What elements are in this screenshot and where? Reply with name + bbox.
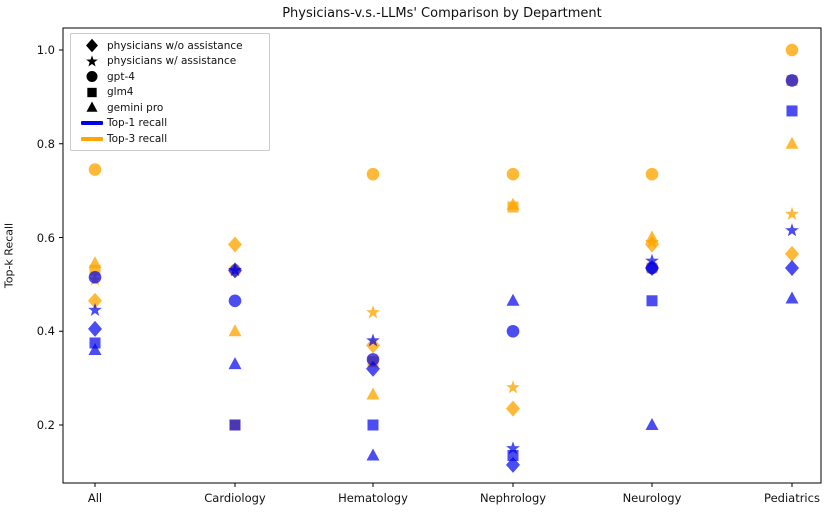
data-point <box>88 271 102 284</box>
legend-box: physicians w/o assistance physicians w/ a… <box>70 33 270 151</box>
x-tick-label: Pediatrics <box>764 491 820 505</box>
legend-label: gpt-4 <box>107 70 135 83</box>
series-triangle-top3 <box>88 136 799 400</box>
data-point <box>785 136 799 149</box>
data-point <box>228 236 242 253</box>
diamond-icon <box>86 38 98 53</box>
series-triangle-top1 <box>88 291 799 461</box>
legend-label: gemini pro <box>107 101 164 114</box>
legend-glyph <box>77 69 107 84</box>
data-point <box>506 293 520 306</box>
legend-label: Top-3 recall <box>107 132 168 145</box>
data-point <box>366 387 380 400</box>
data-point <box>785 259 799 276</box>
legend-label: physicians w/ assistance <box>107 55 237 68</box>
data-point <box>366 353 380 366</box>
legend-glyph <box>77 38 107 53</box>
y-tick-label: 0.8 <box>36 136 55 151</box>
chart-title: Physicians-v.s.-LLMs' Comparison by Depa… <box>282 6 602 21</box>
data-point <box>228 294 242 308</box>
x-tick-label: All <box>87 491 103 505</box>
circle-icon <box>86 71 98 83</box>
data-point <box>785 206 799 220</box>
series-star-top3 <box>88 206 799 394</box>
data-point <box>786 105 798 117</box>
data-point <box>88 256 102 269</box>
legend-glyph <box>77 54 107 69</box>
series-circle-top1 <box>88 74 799 366</box>
legend-item-top1-line: Top-1 recall <box>77 116 263 132</box>
data-point <box>367 419 379 431</box>
data-point <box>506 400 520 417</box>
legend-glyph <box>77 100 107 115</box>
data-point <box>366 448 380 461</box>
star-icon <box>86 55 98 67</box>
y-tick-label: 0.2 <box>36 418 55 432</box>
legend-item-diamond: physicians w/o assistance <box>77 38 263 54</box>
data-point <box>228 324 242 337</box>
data-point <box>507 449 519 461</box>
data-point <box>785 291 799 304</box>
series-star-top1 <box>88 223 799 455</box>
legend-glyph <box>77 136 107 141</box>
series-square-top1 <box>89 105 798 461</box>
data-point <box>366 360 380 377</box>
legend-item-top3-line: Top-3 recall <box>77 131 263 147</box>
data-point <box>506 441 520 455</box>
data-point <box>88 343 102 355</box>
legend-item-star: physicians w/ assistance <box>77 54 263 70</box>
legend-label: Top-1 recall <box>107 117 168 130</box>
x-tick-label: Neurology <box>622 491 682 505</box>
data-point <box>89 337 101 349</box>
data-point <box>785 43 799 57</box>
data-point <box>229 419 241 431</box>
top3-line-icon <box>81 136 103 141</box>
legend-label: glm4 <box>107 86 134 99</box>
data-point <box>88 320 102 337</box>
data-point <box>88 292 102 309</box>
data-point <box>785 245 799 262</box>
square-icon <box>87 87 97 97</box>
triangle-icon <box>86 101 98 112</box>
data-point <box>366 337 380 354</box>
data-point <box>366 305 380 319</box>
data-point <box>645 418 659 430</box>
data-point <box>645 230 659 243</box>
legend-label: physicians w/o assistance <box>107 39 243 52</box>
series-diamond-top3 <box>88 236 799 417</box>
data-point <box>228 263 242 277</box>
y-tick-label: 0.6 <box>36 230 55 245</box>
data-point <box>646 295 658 307</box>
y-tick-label: 1.0 <box>36 43 55 57</box>
y-tick-label: 0.4 <box>36 324 55 339</box>
data-point <box>645 253 659 267</box>
legend-glyph <box>77 85 107 100</box>
x-tick-label: Hematology <box>338 491 408 505</box>
legend-item-circle: gpt-4 <box>77 69 263 85</box>
data-point <box>506 167 520 181</box>
data-point <box>88 302 102 316</box>
x-tick-label: Nephrology <box>479 491 547 505</box>
top1-line-icon <box>81 121 103 126</box>
legend-glyph <box>77 121 107 126</box>
series-diamond-top1 <box>88 259 799 473</box>
data-point <box>785 74 799 87</box>
data-point <box>506 380 520 394</box>
data-point <box>645 167 659 181</box>
data-point <box>228 357 242 370</box>
data-point <box>366 333 380 347</box>
data-point <box>366 167 380 181</box>
data-point <box>785 223 799 237</box>
x-tick-label: Cardiology <box>204 491 266 505</box>
legend-item-square: glm4 <box>77 85 263 101</box>
data-point <box>506 197 520 210</box>
data-point <box>506 324 520 338</box>
legend-item-triangle: gemini pro <box>77 100 263 116</box>
data-point <box>88 163 102 176</box>
data-point <box>645 261 659 275</box>
plot-frame <box>62 27 822 484</box>
